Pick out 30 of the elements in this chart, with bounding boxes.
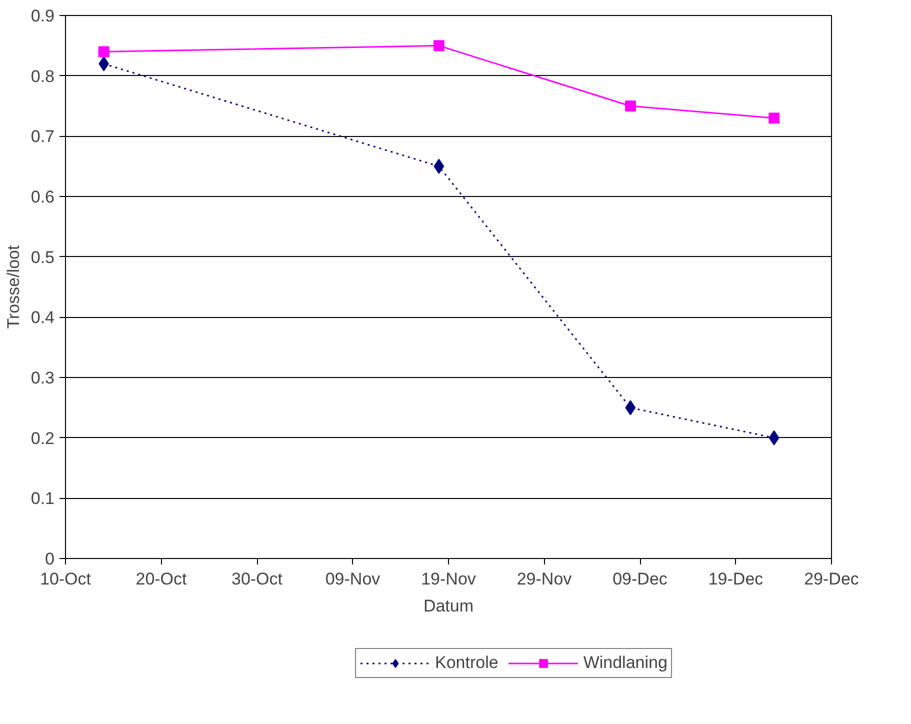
x-tick-label: 19-Dec: [708, 570, 764, 588]
point: [768, 430, 780, 446]
x-axis-title: Datum: [423, 596, 474, 616]
point: [434, 158, 444, 174]
x-tick-label: 19-Nov: [421, 570, 476, 588]
x-tick-label: 10-Oct: [40, 570, 92, 588]
y-tick-label: 0.9: [30, 6, 55, 26]
legend-label: Windlaning: [583, 653, 668, 673]
y-tick-label: 0.1: [30, 489, 55, 508]
point: [625, 400, 636, 416]
x-tick-label: 09-Nov: [325, 570, 381, 588]
point: [433, 40, 444, 52]
y-tick-label: 0: [45, 550, 55, 568]
x-tick-label: 30-Oct: [231, 570, 283, 588]
y-tick-label: 0.4: [30, 308, 55, 328]
y-tick-label: 0.3: [30, 368, 55, 388]
y-tick-label: 0.2: [30, 428, 55, 448]
point: [98, 46, 110, 58]
x-tick-label: 29-Nov: [516, 570, 572, 588]
y-tick-label: 0.5: [30, 248, 55, 267]
x-tick-label: 09-Dec: [612, 570, 668, 588]
y-tick-label: 0.6: [30, 188, 55, 206]
legend-label: Kontrole: [435, 653, 498, 673]
y-tick-label: 0.7: [30, 127, 55, 146]
point: [768, 112, 780, 124]
point: [624, 100, 636, 112]
y-axis-title: Trosse/loot: [4, 244, 23, 329]
y-tick-label: 0.8: [30, 66, 55, 86]
x-tick-label: 20-Oct: [136, 570, 188, 588]
x-tick-label: 29-Dec: [804, 570, 860, 588]
